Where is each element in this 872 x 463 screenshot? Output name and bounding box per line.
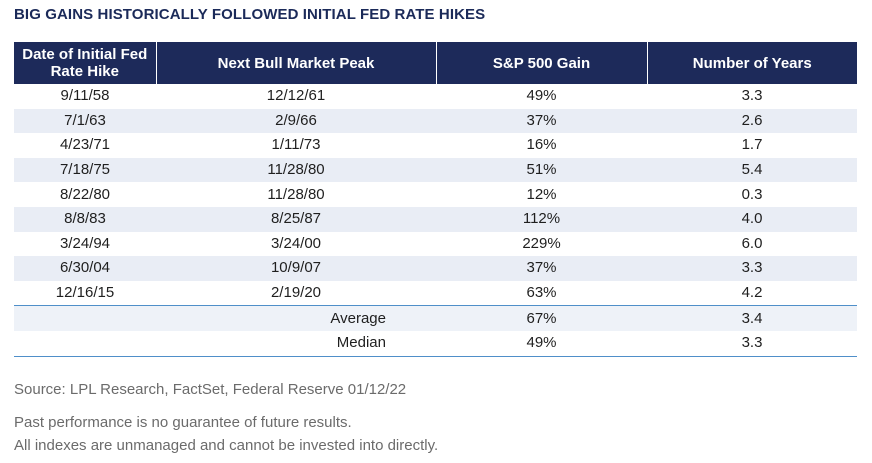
summary-gain-cell: 49% bbox=[436, 330, 647, 357]
hike-date-cell: 8/8/83 bbox=[14, 206, 156, 232]
hike-date-cell: 6/30/04 bbox=[14, 256, 156, 281]
table-row: 12/16/15 2/19/20 63% 4.2 bbox=[14, 281, 857, 306]
years-cell: 3.3 bbox=[741, 87, 763, 105]
gain-cell: 51% bbox=[436, 157, 647, 183]
disclaimer-indexes: All indexes are unmanaged and cannot be … bbox=[14, 437, 439, 454]
table-row: 9/11/58 12/12/61 49% 3.3 bbox=[14, 84, 857, 109]
column-header: S&P 500 Gain bbox=[435, 42, 647, 84]
summary-years-cell: 3.3 bbox=[647, 330, 857, 357]
hike-date-cell: 4/23/71 bbox=[59, 136, 111, 154]
peak-date-cell: 2/19/20 bbox=[270, 284, 322, 302]
column-header: Next Bull Market Peak bbox=[155, 42, 436, 84]
gain-cell: 63% bbox=[526, 284, 557, 302]
summary-gain-cell: 67% bbox=[436, 305, 647, 331]
table-row: 4/23/71 1/11/73 16% 1.7 bbox=[14, 133, 857, 158]
years-cell: 1.7 bbox=[741, 136, 763, 154]
table-row: 7/1/63 2/9/66 37% 2.6 bbox=[14, 108, 857, 134]
hike-date-cell: 8/22/80 bbox=[59, 185, 111, 203]
years-cell: 2.6 bbox=[647, 108, 857, 134]
table-body: 9/11/58 12/12/61 49% 3.3 7/1/63 2/9/66 37% 2.6 4… bbox=[14, 84, 857, 357]
column-header: Date of Initial Fed Rate Hike bbox=[14, 42, 156, 84]
disclaimer-performance: Past performance is no guarantee of futu… bbox=[14, 414, 352, 431]
table-row: 8/8/83 8/25/87 112% 4.0 bbox=[14, 206, 857, 232]
gain-cell: 112% bbox=[436, 206, 647, 232]
years-cell: 5.4 bbox=[647, 157, 857, 183]
table-row: 3/24/94 3/24/00 229% 6.0 bbox=[14, 232, 857, 257]
gain-cell: 37% bbox=[436, 108, 647, 134]
years-cell: 4.0 bbox=[647, 206, 857, 232]
table-row: 8/22/80 11/28/80 12% 0.3 bbox=[14, 182, 857, 207]
peak-date-cell: 10/9/07 bbox=[156, 256, 436, 281]
gain-cell: 37% bbox=[436, 256, 647, 281]
summary-label: Median bbox=[14, 330, 436, 357]
table-row: 7/18/75 11/28/80 51% 5.4 bbox=[14, 157, 857, 183]
table-row: 6/30/04 10/9/07 37% 3.3 bbox=[14, 256, 857, 281]
hike-date-cell: 12/16/15 bbox=[55, 284, 115, 302]
hike-date-cell: 7/1/63 bbox=[14, 108, 156, 134]
gain-cell: 16% bbox=[526, 136, 557, 154]
peak-date-cell: 1/11/73 bbox=[271, 136, 321, 154]
summary-row: Average 67% 3.4 bbox=[14, 305, 857, 331]
hike-date-cell: 9/11/58 bbox=[60, 87, 110, 105]
gain-cell: 49% bbox=[526, 87, 557, 105]
peak-date-cell: 11/28/80 bbox=[156, 157, 436, 183]
summary-years-cell: 3.4 bbox=[647, 305, 857, 331]
peak-date-cell: 3/24/00 bbox=[270, 234, 322, 252]
column-header: Number of Years bbox=[646, 42, 857, 84]
years-cell: 0.3 bbox=[741, 185, 763, 203]
peak-date-cell: 2/9/66 bbox=[156, 108, 436, 134]
rate-hike-table: Date of Initial Fed Rate Hike Next Bull … bbox=[14, 42, 857, 357]
gain-cell: 12% bbox=[526, 185, 557, 203]
years-cell: 6.0 bbox=[741, 234, 763, 252]
summary-row: Median 49% 3.3 bbox=[14, 330, 857, 357]
source-note: Source: LPL Research, FactSet, Federal R… bbox=[14, 381, 407, 398]
peak-date-cell: 11/28/80 bbox=[267, 185, 325, 203]
hike-date-cell: 3/24/94 bbox=[59, 234, 111, 252]
hike-date-cell: 7/18/75 bbox=[14, 157, 156, 183]
peak-date-cell: 12/12/61 bbox=[266, 87, 326, 105]
table-title: BIG GAINS HISTORICALLY FOLLOWED INITIAL … bbox=[14, 6, 486, 23]
header-row: Date of Initial Fed Rate Hike Next Bull … bbox=[14, 42, 857, 84]
summary-label: Average bbox=[14, 305, 436, 331]
peak-date-cell: 8/25/87 bbox=[156, 206, 436, 232]
gain-cell: 229% bbox=[522, 234, 561, 252]
years-cell: 3.3 bbox=[647, 256, 857, 281]
years-cell: 4.2 bbox=[741, 284, 763, 302]
